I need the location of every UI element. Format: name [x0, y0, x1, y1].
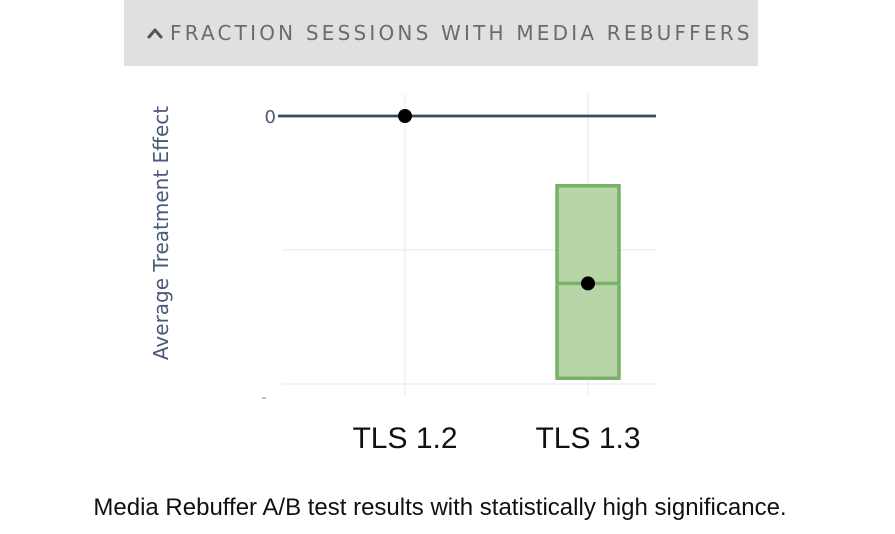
treatment-effect-chart: Average Treatment Effect TLS 1.2 TLS 1.3 …: [149, 94, 656, 455]
x-tick-labels: TLS 1.2 TLS 1.3: [352, 422, 640, 455]
x-tick-label: TLS 1.3: [535, 422, 640, 455]
metric-header[interactable]: FRACTION SESSIONS WITH MEDIA REBUFFERS: [124, 0, 758, 66]
point-estimate: [398, 109, 412, 123]
chevron-up-icon[interactable]: [146, 24, 164, 42]
point-estimate: [581, 276, 595, 291]
y-tick-labels: 0: [262, 107, 276, 399]
y-axis-label: Average Treatment Effect: [149, 106, 173, 360]
figure-caption: Media Rebuffer A/B test results with sta…: [93, 494, 787, 521]
x-tick-label: TLS 1.2: [352, 422, 457, 455]
chart-marks: [278, 109, 656, 381]
metric-title: FRACTION SESSIONS WITH MEDIA REBUFFERS: [170, 21, 753, 45]
y-tick-label: 0: [265, 107, 276, 128]
